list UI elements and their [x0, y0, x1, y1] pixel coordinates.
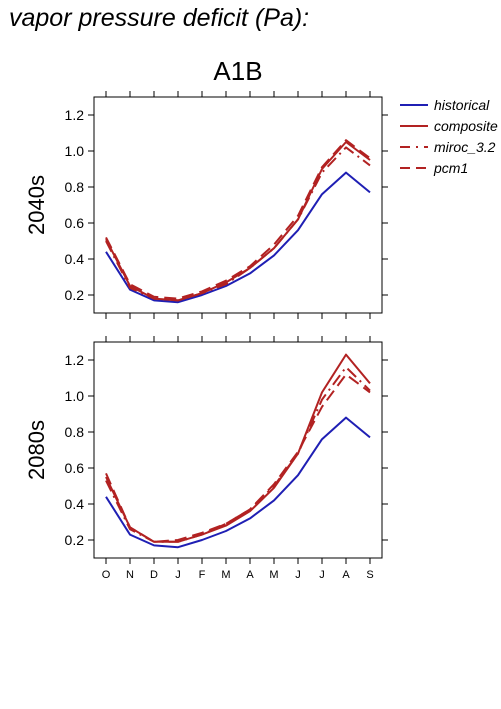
series-line-miroc-3-2 — [105, 366, 371, 543]
legend: historical composite miroc_3.2 pcm1 — [400, 97, 498, 176]
x-tick-label: A — [342, 569, 350, 581]
legend-label: pcm1 — [433, 160, 468, 176]
y-axis-label: 2040s — [24, 175, 49, 235]
y-tick-label: 0.8 — [65, 179, 85, 195]
x-tick-label: O — [102, 569, 111, 581]
panel-title: A1B — [213, 56, 262, 86]
legend-label: composite — [434, 118, 498, 134]
series-line-pcm1 — [105, 139, 371, 300]
y-tick-label: 1.2 — [65, 107, 85, 123]
x-tick-label: M — [269, 569, 278, 581]
x-tick-label: S — [366, 569, 373, 581]
series-line-composite — [105, 141, 371, 302]
y-tick-label: 0.4 — [65, 251, 85, 267]
series-line-miroc-3-2 — [105, 146, 371, 302]
y-tick-label: 1.0 — [65, 388, 85, 404]
legend-label: historical — [434, 97, 490, 113]
series-line-historical — [105, 416, 371, 549]
x-tick-label: M — [221, 569, 230, 581]
series-line-historical — [105, 171, 371, 304]
x-tick-label: F — [199, 569, 206, 581]
x-tick-label: D — [150, 569, 158, 581]
y-axis-label: 2080s — [24, 420, 49, 480]
y-tick-label: 0.6 — [65, 215, 85, 231]
y-tick-label: 0.8 — [65, 424, 85, 440]
plot-frame-2 — [93, 341, 383, 559]
x-tick-label: N — [126, 569, 134, 581]
x-tick-label: J — [319, 569, 325, 581]
y-tick-label: 0.2 — [65, 287, 85, 303]
x-tick-label: A — [246, 569, 254, 581]
y-tick-label: 1.0 — [65, 143, 85, 159]
y-tick-label: 1.2 — [65, 352, 85, 368]
x-tick-label: J — [175, 569, 181, 581]
legend-label: miroc_3.2 — [434, 139, 496, 155]
y-tick-label: 0.2 — [65, 532, 85, 548]
series-line-composite — [105, 353, 371, 543]
y-tick-label: 0.6 — [65, 460, 85, 476]
plot-frame-1 — [93, 96, 383, 314]
series-line-pcm1 — [105, 373, 371, 543]
figure-title: vapor pressure deficit (Pa): — [9, 4, 310, 32]
x-tick-label: J — [295, 569, 301, 581]
y-tick-label: 0.4 — [65, 496, 85, 512]
